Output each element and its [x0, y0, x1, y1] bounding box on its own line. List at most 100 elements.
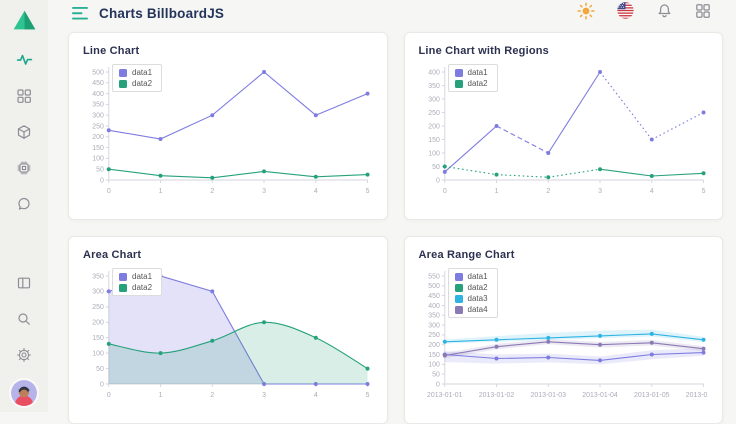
area-range-chart-plot[interactable]: 0 50 100 150 200 250 300 350 400 450 500 550 2013-01…: [419, 268, 709, 400]
svg-text:450: 450: [428, 293, 440, 300]
svg-text:200: 200: [92, 320, 104, 327]
sidebar-item-messages[interactable]: [6, 188, 42, 224]
line-chart: data1 data2 0 50 100 150 200 250 300 350 400 450 50…: [83, 64, 373, 196]
sidebar-item-charts[interactable]: [6, 44, 42, 80]
legend-label: data1: [132, 272, 153, 281]
app-header: Charts BillboardJS: [48, 0, 736, 24]
legend-item[interactable]: data2: [119, 283, 152, 292]
sun-icon: [577, 1, 595, 25]
svg-text:50: 50: [432, 371, 440, 378]
legend-item[interactable]: data4: [454, 305, 488, 314]
svg-text:100: 100: [92, 350, 104, 357]
svg-text:450: 450: [92, 80, 104, 87]
app-logo[interactable]: [13, 8, 36, 36]
area-chart: data1 data2 0 50 100 150 200 250 300 350 0 1 2 3 4 5: [83, 268, 373, 400]
triangle-logo-icon: [13, 10, 36, 35]
legend-swatch: [119, 272, 127, 281]
legend-item[interactable]: data1: [119, 68, 152, 77]
chart-legend: data1 data2 data3 data4: [447, 268, 498, 318]
svg-text:5: 5: [701, 188, 705, 195]
language-button[interactable]: [614, 2, 636, 24]
svg-text:0: 0: [107, 188, 111, 195]
svg-text:100: 100: [428, 150, 440, 157]
legend-item[interactable]: data1: [119, 272, 152, 281]
svg-text:50: 50: [432, 164, 440, 171]
svg-text:150: 150: [428, 137, 440, 144]
svg-text:200: 200: [92, 134, 104, 141]
legend-swatch: [119, 283, 127, 292]
gear-icon: [16, 347, 32, 368]
svg-text:150: 150: [92, 145, 104, 152]
legend-label: data3: [467, 294, 488, 303]
chart-title: Line Chart with Regions: [418, 45, 549, 57]
card-line-chart: Line Chart data1 data2 0 50 100 150 200 250 300…: [68, 32, 388, 220]
legend-item[interactable]: data1: [454, 272, 488, 281]
sidebar-item-settings[interactable]: [6, 339, 42, 375]
area-chart-plot[interactable]: 0 50 100 150 200 250 300 350 0 1 2 3 4 5: [83, 268, 373, 400]
apps-button[interactable]: [692, 2, 714, 24]
svg-text:250: 250: [92, 123, 104, 130]
legend-item[interactable]: data2: [119, 79, 152, 88]
legend-swatch: [454, 294, 463, 303]
us-flag-icon: [616, 2, 634, 24]
legend-item[interactable]: data1: [454, 68, 488, 77]
theme-toggle-button[interactable]: [575, 1, 597, 25]
cube-icon: [16, 124, 32, 145]
svg-text:100: 100: [92, 156, 104, 163]
svg-text:2: 2: [210, 188, 214, 195]
legend-label: data2: [467, 283, 488, 292]
svg-text:2013-01-02: 2013-01-02: [478, 392, 514, 399]
line-chart-plot[interactable]: 0 50 100 150 200 250 300 350 400 450 500 0 1 2 3 4 5: [83, 64, 373, 196]
user-avatar[interactable]: [11, 380, 37, 406]
svg-text:350: 350: [92, 102, 104, 109]
notifications-button[interactable]: [653, 2, 675, 24]
svg-text:400: 400: [428, 303, 440, 310]
sidebar-item-system[interactable]: [6, 152, 42, 188]
svg-text:500: 500: [92, 69, 104, 76]
svg-text:0: 0: [435, 177, 439, 184]
legend-item[interactable]: data3: [454, 294, 488, 303]
menu-toggle-icon[interactable]: [72, 6, 89, 20]
svg-text:0: 0: [107, 392, 111, 399]
legend-item[interactable]: data2: [454, 283, 488, 292]
line-chart-regions-plot[interactable]: 0 50 100 150 200 250 300 350 400 0 1 2 3 4 5: [419, 64, 709, 196]
sidebar-item-dashboard[interactable]: [6, 80, 42, 116]
chart-title: Area Range Chart: [418, 249, 515, 261]
svg-text:500: 500: [428, 283, 440, 290]
chart-title: Area Chart: [83, 249, 142, 261]
sidebar-item-search[interactable]: [6, 303, 42, 339]
card-line-chart-regions: Line Chart with Regions data1 data2 0 50 10…: [403, 32, 723, 220]
sidebar: [0, 0, 48, 412]
svg-text:2013-01-04: 2013-01-04: [582, 392, 618, 399]
card-area-range-chart: Area Range Chart data1 data2 data3 data4 0 5…: [403, 236, 723, 424]
svg-text:1: 1: [159, 392, 163, 399]
svg-text:50: 50: [96, 366, 104, 373]
legend-item[interactable]: data2: [454, 79, 488, 88]
svg-text:200: 200: [428, 342, 440, 349]
legend-swatch: [119, 68, 127, 77]
svg-text:0: 0: [442, 188, 446, 195]
legend-label: data2: [132, 79, 153, 88]
chart-legend: data1 data2: [112, 64, 163, 92]
svg-text:2013-01-05: 2013-01-05: [634, 392, 670, 399]
legend-swatch: [454, 283, 463, 292]
svg-text:350: 350: [428, 313, 440, 320]
legend-label: data4: [467, 305, 488, 314]
svg-text:400: 400: [92, 91, 104, 98]
svg-text:300: 300: [92, 112, 104, 119]
chart-title: Line Chart: [83, 45, 140, 57]
legend-swatch: [454, 272, 463, 281]
activity-icon: [16, 51, 33, 73]
legend-label: data1: [467, 68, 488, 77]
legend-swatch: [454, 305, 463, 314]
chart-legend: data1 data2: [447, 64, 498, 92]
grid-icon: [695, 3, 711, 24]
sidebar-item-packages[interactable]: [6, 116, 42, 152]
svg-text:300: 300: [428, 96, 440, 103]
svg-text:2013-01-06: 2013-01-06: [685, 392, 708, 399]
svg-text:3: 3: [262, 392, 266, 399]
sidebar-item-layout[interactable]: [6, 267, 42, 303]
svg-text:5: 5: [366, 392, 370, 399]
svg-text:250: 250: [428, 332, 440, 339]
line-chart-with-regions: data1 data2 0 50 100 150 200 250 300 350 400 0 1 2 3 4…: [419, 64, 709, 196]
